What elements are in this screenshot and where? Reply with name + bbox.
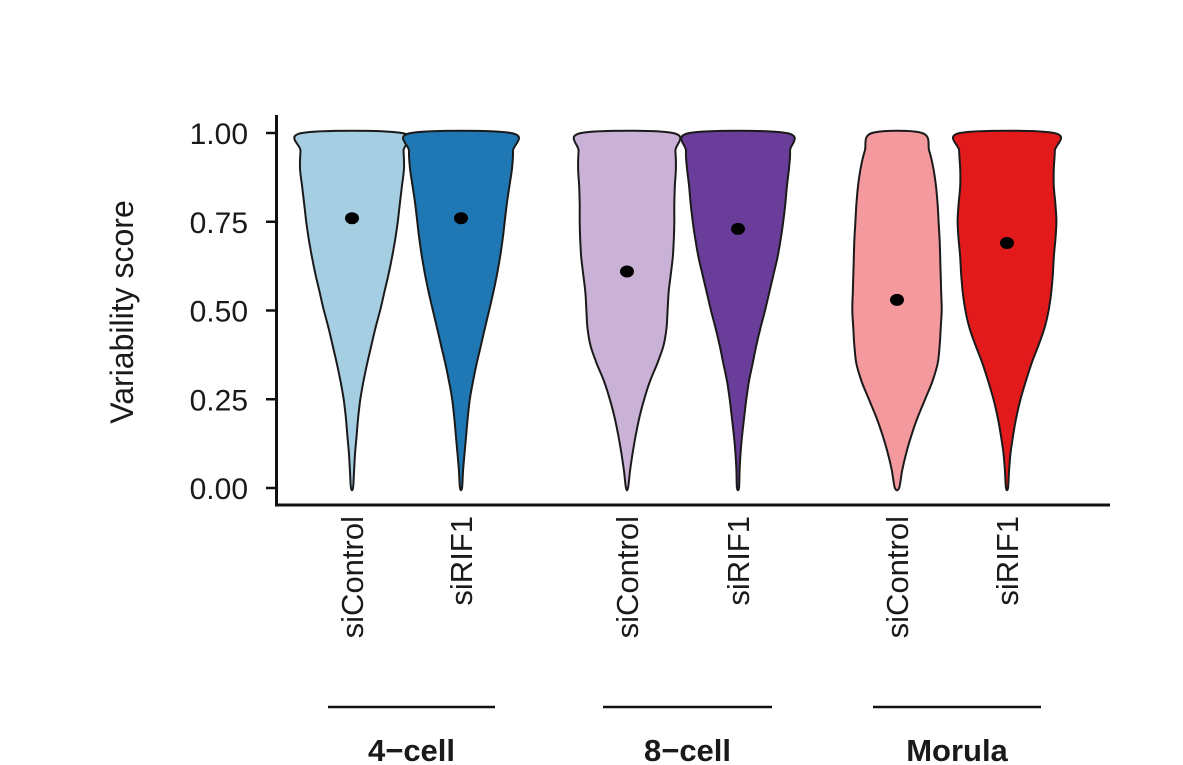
y-tick-label-2: 0.50 xyxy=(190,296,248,329)
x-tick-label-0-0: siControl xyxy=(335,516,370,638)
x-tick-label-1-1: siRIF1 xyxy=(721,516,756,606)
mean-point-1-1 xyxy=(731,222,745,235)
y-tick-label-1: 0.25 xyxy=(190,384,248,417)
mean-point-2-1 xyxy=(1000,237,1014,250)
y-tick-label-4: 1.00 xyxy=(190,118,248,151)
x-tick-label-1-0: siControl xyxy=(610,516,645,638)
violin-0-1 xyxy=(402,129,520,492)
violin-0-0 xyxy=(293,129,411,492)
violin-1-0 xyxy=(572,129,682,492)
x-tick-label-2-0: siControl xyxy=(880,516,915,638)
x-tick-label-2-1: siRIF1 xyxy=(990,516,1025,606)
x-tick-label-0-1: siRIF1 xyxy=(444,516,479,606)
y-axis: 0.00 0.25 0.50 0.75 1.00 xyxy=(190,118,276,506)
violin-group-layer xyxy=(293,129,1063,492)
violin-2-0 xyxy=(851,129,943,492)
mean-point-1-0 xyxy=(620,265,634,278)
y-tick-label-3: 0.75 xyxy=(190,207,248,240)
mean-point-0-1 xyxy=(454,212,468,225)
x-axis-labels: siControl siRIF1 4−cell siControl siRIF1 8−ce… xyxy=(328,516,1041,765)
violin-2-1 xyxy=(951,129,1063,492)
group-label-2: Morula xyxy=(906,733,1008,765)
group-label-0: 4−cell xyxy=(368,733,455,765)
y-axis-label: Variability score xyxy=(104,200,140,423)
mean-point-2-0 xyxy=(890,293,904,306)
y-tick-label-0: 0.00 xyxy=(190,473,248,506)
violin-1-1 xyxy=(680,129,796,492)
group-label-1: 8−cell xyxy=(644,733,731,765)
mean-point-0-0 xyxy=(345,212,359,225)
